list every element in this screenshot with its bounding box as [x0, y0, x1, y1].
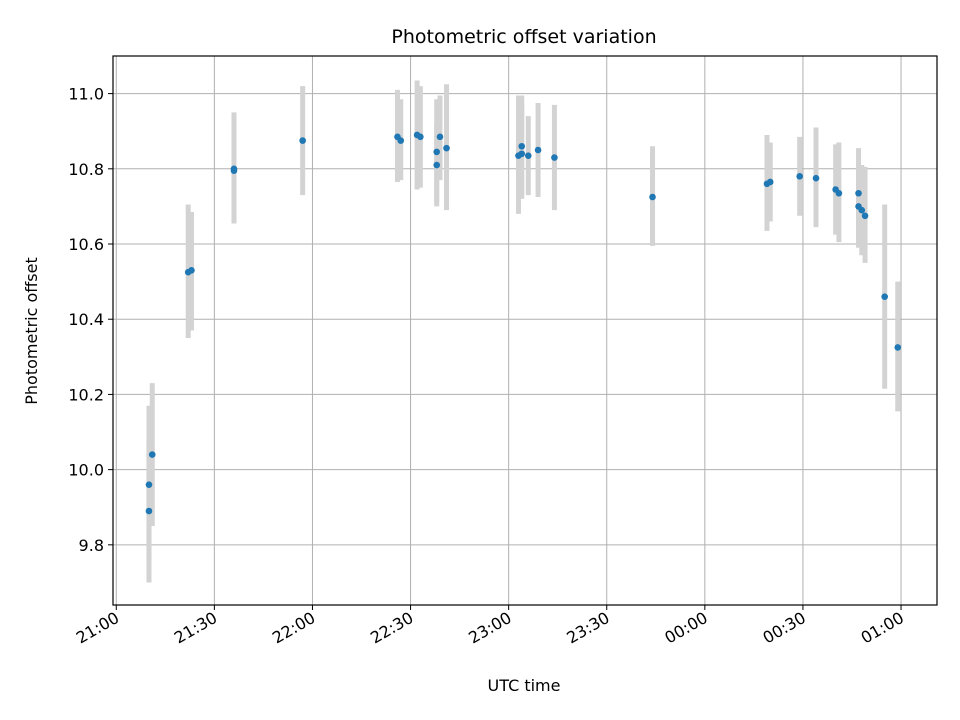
data-point [443, 145, 450, 152]
y-tick-label: 9.8 [79, 536, 104, 555]
data-point [836, 190, 843, 197]
data-point [188, 267, 195, 274]
y-axis-ticks: 9.8 10.0 10.2 10.4 10.6 10.8 11.0 [68, 85, 113, 555]
x-tick-label: 22:00 [269, 608, 318, 648]
data-point [796, 173, 803, 180]
y-tick-label: 10.8 [68, 160, 104, 179]
x-tick-label: 01:00 [858, 608, 907, 648]
data-point [433, 149, 440, 156]
data-point [767, 179, 774, 186]
x-axis-ticks: 21:00 21:30 22:00 22:30 23:00 23:30 00:00 00:30… [73, 605, 907, 648]
data-point [649, 194, 656, 201]
data-point [231, 167, 238, 174]
x-tick-label: 22:30 [367, 608, 416, 648]
x-tick-label: 23:00 [465, 608, 514, 648]
x-axis-title: UTC time [488, 676, 561, 695]
x-tick-label: 23:30 [563, 608, 612, 648]
y-axis-title: Photometric offset [22, 257, 41, 405]
data-point [894, 344, 901, 351]
data-point [146, 508, 153, 515]
data-point [518, 143, 525, 150]
y-tick-label: 10.2 [68, 385, 104, 404]
x-tick-label: 00:00 [661, 608, 710, 648]
data-point [551, 154, 558, 161]
grid [113, 56, 937, 605]
data-point [855, 190, 862, 197]
data-point [437, 134, 444, 141]
data-point [813, 175, 820, 182]
data-point [525, 152, 532, 159]
offset-chart: 21:00 21:30 22:00 22:30 23:00 23:30 00:00 00:30… [0, 0, 960, 720]
data-point [149, 451, 156, 458]
x-tick-label: 21:30 [171, 608, 220, 648]
data-point [397, 137, 404, 144]
data-point [535, 147, 542, 154]
data-point [858, 207, 865, 214]
data-point [862, 213, 869, 220]
data-point [881, 293, 888, 300]
y-tick-label: 10.6 [68, 235, 104, 254]
x-tick-label: 00:30 [760, 608, 809, 648]
y-tick-label: 10.4 [68, 310, 104, 329]
plot-frame [113, 56, 937, 605]
data-point [518, 150, 525, 157]
data-point [417, 134, 424, 141]
data-point [299, 137, 306, 144]
chart-title: Photometric offset variation [391, 26, 656, 48]
y-tick-label: 11.0 [68, 85, 104, 104]
y-tick-label: 10.0 [68, 461, 104, 480]
data-point [146, 481, 153, 488]
x-tick-label: 21:00 [73, 608, 122, 648]
data-point [433, 162, 440, 169]
